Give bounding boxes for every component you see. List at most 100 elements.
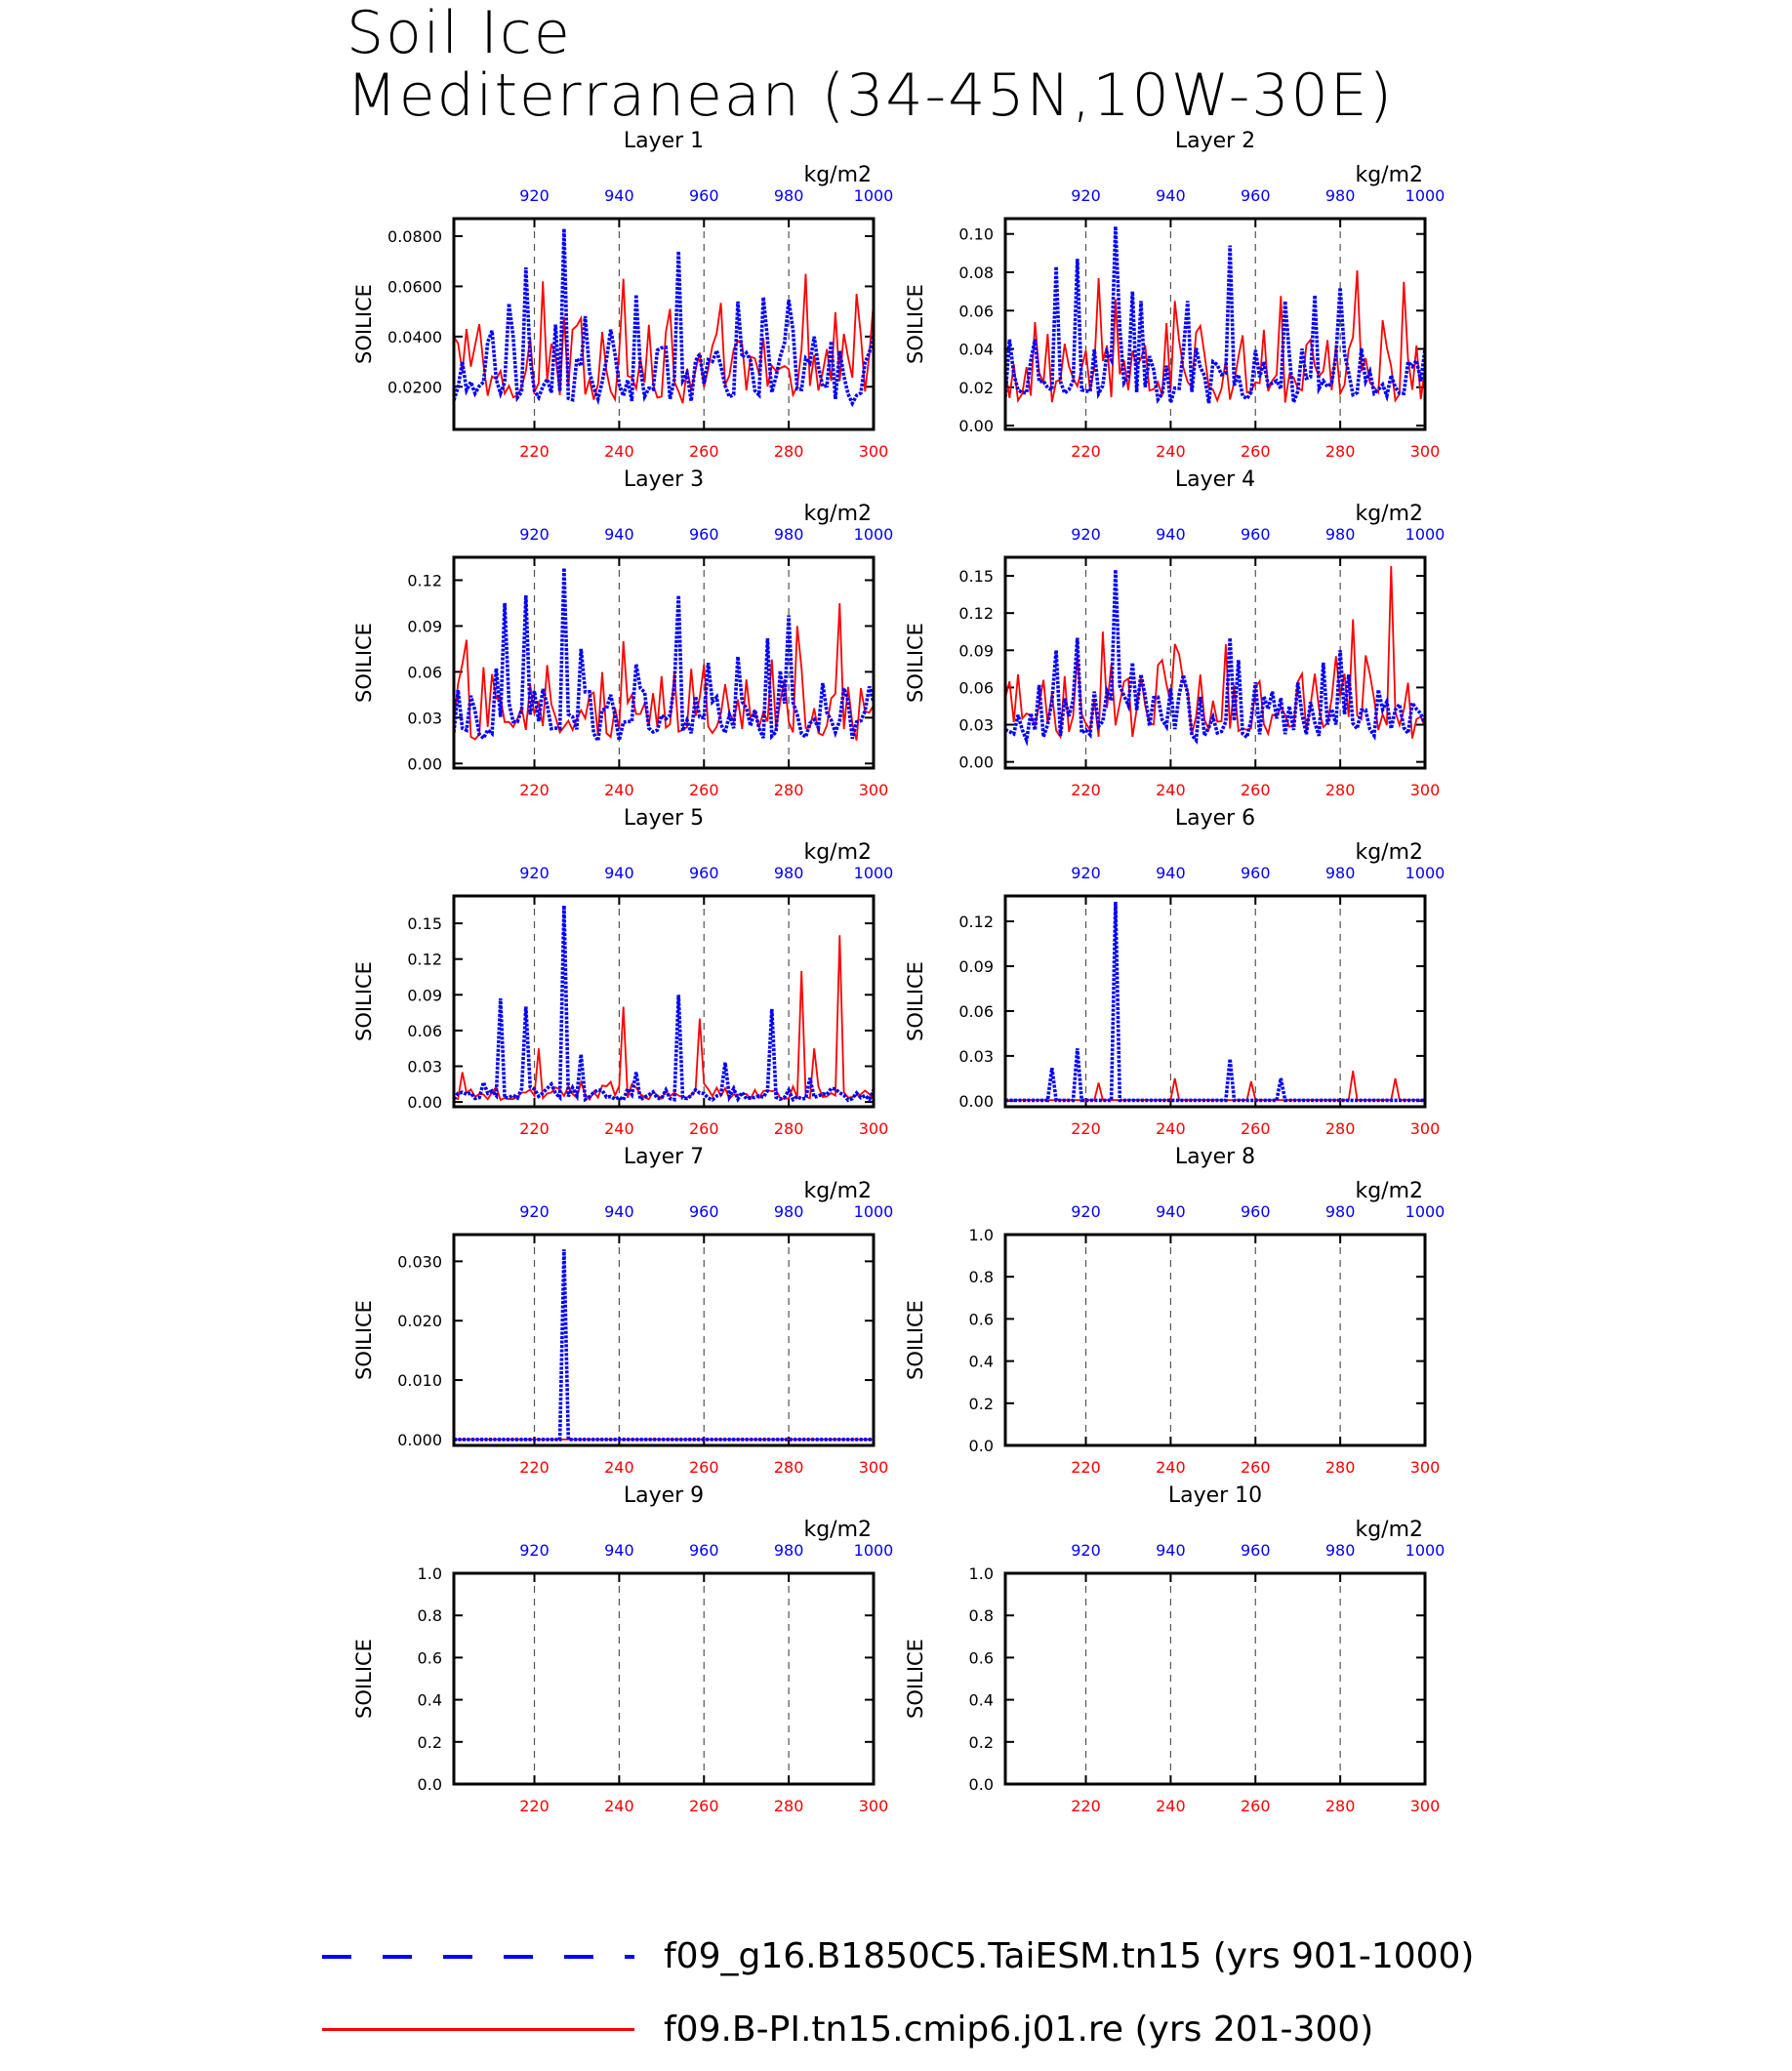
y-tick-label: 0.4 [418, 1691, 442, 1710]
y-tick-label: 0.15 [407, 914, 442, 933]
panel-units: kg/m2 [1355, 1518, 1423, 1542]
panel-title: Layer 6 [1175, 806, 1255, 831]
y-tick-label: 0.03 [407, 709, 442, 727]
y-tick-label: 0.12 [407, 951, 442, 969]
x-bottom-tick-label: 280 [774, 1458, 804, 1477]
x-bottom-tick-label: 240 [604, 781, 634, 799]
x-bottom-tick-label: 280 [1325, 781, 1356, 799]
y-tick-label: 0.010 [397, 1371, 442, 1390]
x-top-tick-label: 940 [1156, 1202, 1186, 1221]
y-tick-label: 0.0 [969, 1775, 994, 1794]
x-bottom-tick-label: 260 [689, 442, 719, 461]
x-bottom-tick-label: 280 [774, 442, 804, 461]
x-top-tick-label: 980 [1325, 1541, 1356, 1560]
x-bottom-tick-label: 220 [1071, 1458, 1101, 1477]
x-top-tick-label: 1000 [854, 186, 894, 205]
plot-frame [452, 217, 876, 431]
y-tick-label: 0.0 [418, 1775, 442, 1794]
legend: f09_g16.B1850C5.TaiESM.tn15 (yrs 901-100… [0, 1913, 1792, 2069]
panel-units: kg/m2 [803, 502, 872, 526]
y-axis-label: SOILICE [904, 1639, 927, 1719]
x-top-tick-label: 980 [1325, 1202, 1356, 1221]
x-bottom-tick-label: 300 [859, 1119, 889, 1138]
y-tick-label: 0.0600 [387, 277, 442, 296]
x-bottom-tick-label: 220 [1071, 1119, 1101, 1138]
x-bottom-tick-label: 280 [1325, 1797, 1356, 1815]
y-tick-label: 1.0 [969, 1226, 994, 1244]
y-tick-label: 0.15 [958, 567, 994, 586]
y-tick-label: 0.04 [958, 341, 994, 359]
y-tick-label: 0.8 [969, 1268, 994, 1286]
x-top-tick-label: 960 [689, 1202, 719, 1221]
x-top-tick-label: 1000 [1405, 186, 1446, 205]
x-top-tick-label: 960 [689, 186, 719, 205]
x-top-tick-label: 980 [774, 1202, 804, 1221]
x-bottom-tick-label: 300 [1410, 1458, 1441, 1477]
y-tick-label: 0.4 [969, 1691, 994, 1710]
x-bottom-tick-label: 280 [774, 1797, 804, 1815]
y-tick-label: 0.06 [958, 678, 994, 697]
x-bottom-tick-label: 220 [519, 1119, 550, 1138]
x-top-tick-label: 1000 [1405, 525, 1446, 544]
x-top-tick-label: 960 [1241, 1202, 1271, 1221]
panel-title: Layer 4 [1175, 467, 1255, 492]
x-top-tick-label: 920 [1071, 864, 1101, 882]
plot-frame [1003, 555, 1427, 770]
x-bottom-tick-label: 260 [1241, 781, 1271, 799]
x-top-tick-label: 920 [1071, 186, 1101, 205]
x-bottom-tick-label: 300 [859, 442, 889, 461]
x-top-tick-label: 960 [1241, 864, 1271, 882]
y-axis-label: SOILICE [352, 961, 376, 1041]
x-top-tick-label: 920 [519, 1541, 550, 1560]
series-line-blue [454, 228, 874, 408]
x-top-tick-label: 960 [689, 525, 719, 544]
panel-units: kg/m2 [803, 1179, 872, 1203]
x-bottom-tick-label: 260 [689, 1458, 719, 1477]
x-bottom-tick-label: 260 [689, 781, 719, 799]
y-tick-label: 0.8 [969, 1606, 994, 1625]
panel-title: Layer 2 [1175, 129, 1255, 153]
x-bottom-tick-label: 300 [859, 1458, 889, 1477]
y-tick-label: 0.0800 [387, 227, 442, 246]
x-top-tick-label: 940 [604, 1541, 634, 1560]
x-bottom-tick-label: 260 [1241, 442, 1271, 461]
x-bottom-tick-label: 240 [604, 442, 634, 461]
y-tick-label: 0.000 [397, 1431, 442, 1449]
x-top-tick-label: 920 [1071, 1202, 1101, 1221]
x-bottom-tick-label: 240 [1156, 1458, 1186, 1477]
x-bottom-tick-label: 240 [1156, 1797, 1186, 1815]
plot-frame [452, 555, 876, 770]
x-top-tick-label: 940 [604, 864, 634, 882]
x-bottom-tick-label: 240 [1156, 1119, 1186, 1138]
y-axis-label: SOILICE [352, 623, 376, 703]
x-top-tick-label: 940 [1156, 525, 1186, 544]
y-axis-label: SOILICE [352, 284, 376, 364]
y-tick-label: 0.2 [969, 1395, 994, 1413]
y-tick-label: 0.00 [958, 753, 994, 772]
x-bottom-tick-label: 260 [689, 1119, 719, 1138]
panel-title: Layer 1 [624, 129, 704, 153]
series-line-blue [1005, 225, 1425, 404]
x-bottom-tick-label: 220 [519, 781, 550, 799]
y-axis-label: SOILICE [352, 1300, 376, 1380]
y-tick-label: 0.06 [407, 663, 442, 681]
x-top-tick-label: 980 [774, 1541, 804, 1560]
x-bottom-tick-label: 220 [1071, 781, 1101, 799]
plot-frame [1003, 217, 1427, 431]
y-tick-label: 0.03 [407, 1058, 442, 1076]
series-line-blue [1005, 569, 1425, 747]
x-top-tick-label: 960 [689, 1541, 719, 1560]
y-tick-label: 0.6 [418, 1648, 442, 1667]
x-bottom-tick-label: 300 [1410, 1797, 1441, 1815]
y-axis-label: SOILICE [352, 1639, 376, 1719]
x-bottom-tick-label: 300 [859, 1797, 889, 1815]
x-bottom-tick-label: 220 [519, 442, 550, 461]
x-top-tick-label: 940 [604, 525, 634, 544]
y-tick-label: 0.09 [407, 986, 442, 1004]
y-tick-label: 0.12 [407, 571, 442, 589]
legend-swatch-solid-red [322, 2028, 634, 2031]
panel-title: Layer 8 [1175, 1145, 1255, 1169]
panel-title: Layer 3 [624, 467, 704, 492]
x-top-tick-label: 1000 [1405, 864, 1446, 882]
x-bottom-tick-label: 220 [519, 1797, 550, 1815]
